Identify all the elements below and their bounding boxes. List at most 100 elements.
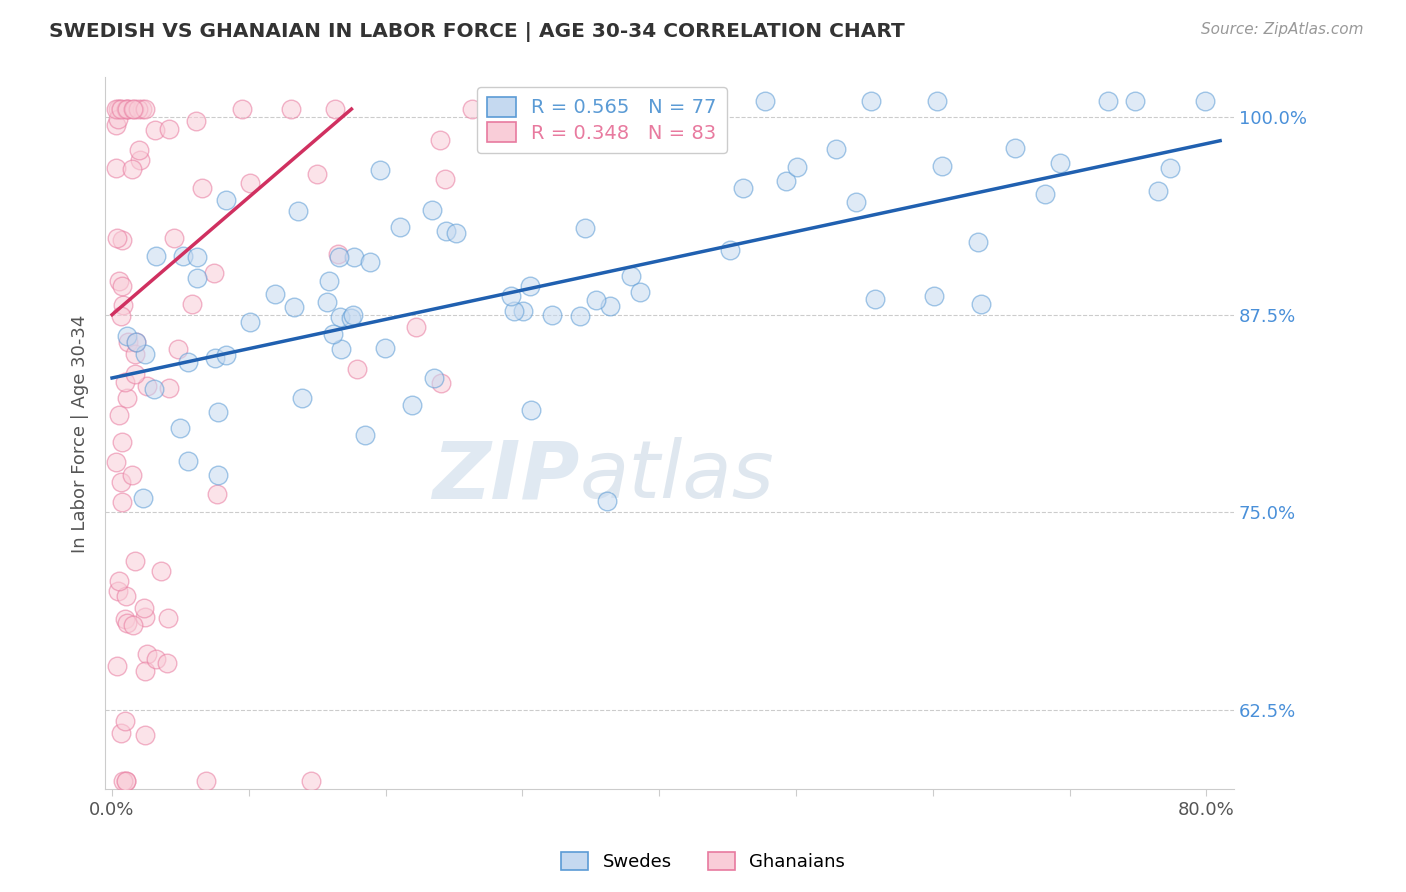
Point: [132, 601, 155, 615]
Point: [238, 315, 260, 329]
Legend: R = 0.565   N = 77, R = 0.348   N = 83: R = 0.565 N = 77, R = 0.348 N = 83: [477, 87, 727, 153]
Point: [114, 102, 136, 116]
Point: [107, 102, 129, 116]
Point: [114, 590, 136, 604]
Text: Source: ZipAtlas.com: Source: ZipAtlas.com: [1201, 22, 1364, 37]
Point: [342, 308, 364, 322]
Point: [191, 181, 214, 195]
Point: [108, 102, 131, 116]
Point: [128, 143, 150, 157]
Point: [121, 468, 143, 483]
Point: [150, 564, 173, 578]
Point: [1097, 94, 1119, 108]
Point: [145, 123, 167, 137]
Point: [283, 300, 305, 314]
Point: [628, 285, 651, 299]
Point: [124, 554, 146, 568]
Point: [429, 133, 451, 147]
Point: [446, 226, 468, 240]
Point: [157, 611, 180, 625]
Point: [329, 310, 352, 324]
Point: [318, 275, 340, 289]
Point: [1159, 161, 1181, 176]
Point: [326, 247, 349, 261]
Point: [125, 334, 148, 349]
Point: [353, 428, 375, 442]
Point: [111, 279, 134, 293]
Point: [135, 379, 157, 393]
Point: [115, 774, 138, 789]
Point: [186, 270, 208, 285]
Point: [204, 351, 226, 365]
Point: [596, 493, 619, 508]
Text: SWEDISH VS GHANAIAN IN LABOR FORCE | AGE 30-34 CORRELATION CHART: SWEDISH VS GHANAIAN IN LABOR FORCE | AGE…: [49, 22, 905, 42]
Point: [501, 289, 523, 303]
Point: [105, 231, 128, 245]
Point: [167, 342, 190, 356]
Point: [299, 774, 322, 789]
Point: [1123, 94, 1146, 108]
Point: [305, 167, 328, 181]
Point: [754, 94, 776, 108]
Legend: Swedes, Ghanaians: Swedes, Ghanaians: [554, 845, 852, 879]
Point: [537, 125, 560, 139]
Point: [134, 102, 156, 116]
Point: [845, 195, 868, 210]
Point: [117, 102, 139, 116]
Point: [124, 367, 146, 381]
Point: [195, 774, 218, 789]
Point: [205, 487, 228, 501]
Point: [114, 612, 136, 626]
Point: [1194, 94, 1216, 108]
Point: [718, 243, 741, 257]
Point: [405, 320, 427, 334]
Point: [157, 381, 180, 395]
Point: [115, 774, 138, 789]
Point: [291, 391, 314, 405]
Point: [328, 250, 350, 264]
Point: [125, 335, 148, 350]
Point: [512, 303, 534, 318]
Point: [136, 647, 159, 661]
Point: [108, 274, 131, 288]
Point: [105, 118, 128, 132]
Point: [111, 233, 134, 247]
Point: [121, 161, 143, 176]
Point: [132, 491, 155, 505]
Point: [215, 193, 238, 207]
Point: [825, 142, 848, 156]
Point: [786, 160, 808, 174]
Point: [931, 159, 953, 173]
Point: [105, 102, 128, 116]
Point: [107, 112, 129, 126]
Point: [207, 467, 229, 482]
Point: [115, 102, 138, 116]
Point: [420, 202, 443, 217]
Point: [619, 269, 641, 284]
Point: [134, 664, 156, 678]
Point: [114, 714, 136, 728]
Point: [143, 382, 166, 396]
Point: [519, 279, 541, 293]
Point: [359, 254, 381, 268]
Point: [239, 176, 262, 190]
Point: [115, 329, 138, 343]
Point: [169, 421, 191, 435]
Point: [316, 295, 339, 310]
Point: [122, 618, 145, 632]
Point: [207, 405, 229, 419]
Point: [127, 102, 149, 116]
Text: atlas: atlas: [579, 437, 773, 515]
Point: [128, 153, 150, 167]
Point: [184, 113, 207, 128]
Point: [863, 293, 886, 307]
Point: [177, 454, 200, 468]
Point: [1146, 184, 1168, 198]
Point: [346, 362, 368, 376]
Point: [145, 651, 167, 665]
Point: [264, 286, 287, 301]
Point: [574, 220, 596, 235]
Point: [231, 102, 253, 116]
Point: [323, 102, 346, 116]
Point: [110, 725, 132, 739]
